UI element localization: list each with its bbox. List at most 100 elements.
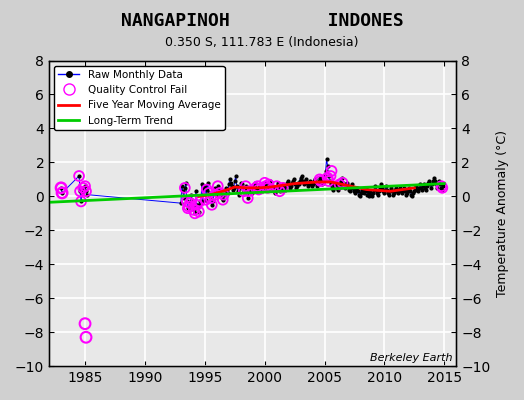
Point xyxy=(263,186,271,193)
Point xyxy=(324,173,333,179)
Point xyxy=(336,178,345,184)
Point xyxy=(374,192,383,198)
Point xyxy=(348,185,357,191)
Point xyxy=(242,183,250,189)
Point xyxy=(301,176,310,182)
Point xyxy=(204,190,213,196)
Point xyxy=(243,190,251,196)
Point xyxy=(393,188,401,194)
Point xyxy=(220,192,228,198)
Point xyxy=(202,196,210,203)
Point xyxy=(320,176,328,182)
Point xyxy=(326,173,335,179)
Point xyxy=(185,200,194,206)
Point xyxy=(362,185,370,191)
Point xyxy=(257,186,265,193)
Point xyxy=(378,185,387,191)
Point xyxy=(190,207,198,213)
Point xyxy=(372,186,380,193)
Point xyxy=(293,180,302,186)
Point xyxy=(362,188,370,194)
Point xyxy=(276,188,284,194)
Point xyxy=(335,181,344,188)
Point xyxy=(332,185,341,191)
Point xyxy=(387,185,396,191)
Point xyxy=(369,190,378,196)
Point xyxy=(191,210,199,216)
Point xyxy=(222,185,230,191)
Point xyxy=(345,188,354,194)
Point xyxy=(390,190,399,196)
Point xyxy=(214,183,222,189)
Point xyxy=(292,183,301,189)
Point xyxy=(219,196,227,203)
Point xyxy=(341,185,349,191)
Point xyxy=(372,183,380,189)
Point xyxy=(275,185,283,191)
Point xyxy=(282,180,291,186)
Point xyxy=(437,183,445,189)
Point xyxy=(328,168,336,174)
Point xyxy=(319,180,327,186)
Text: NANGAPINOH         INDONES: NANGAPINOH INDONES xyxy=(121,12,403,30)
Point xyxy=(239,188,248,194)
Point xyxy=(255,185,263,191)
Point xyxy=(214,183,222,189)
Point xyxy=(212,192,220,198)
Point xyxy=(368,193,377,200)
Point xyxy=(206,195,215,201)
Point xyxy=(203,186,211,193)
Point xyxy=(181,185,189,191)
Point xyxy=(57,185,66,191)
Point xyxy=(274,180,282,186)
Point xyxy=(183,205,192,212)
Point xyxy=(278,183,286,189)
Point xyxy=(436,181,444,188)
Point xyxy=(289,176,298,182)
Point xyxy=(236,180,245,186)
Point xyxy=(439,183,447,189)
Point xyxy=(190,207,198,213)
Point xyxy=(405,185,413,191)
Point xyxy=(187,192,195,198)
Point xyxy=(277,186,285,193)
Point xyxy=(183,198,191,205)
Text: 0.350 S, 111.783 E (Indonesia): 0.350 S, 111.783 E (Indonesia) xyxy=(165,36,359,49)
Point xyxy=(244,195,252,201)
Point xyxy=(324,178,333,184)
Point xyxy=(433,185,442,191)
Point xyxy=(341,181,350,188)
Point xyxy=(309,181,317,188)
Point xyxy=(356,190,365,196)
Point xyxy=(285,181,293,188)
Point xyxy=(78,190,86,196)
Point xyxy=(409,190,418,196)
Point xyxy=(193,202,201,208)
Point xyxy=(260,180,269,186)
Point xyxy=(321,168,330,174)
Point xyxy=(426,181,434,188)
Point xyxy=(311,180,320,186)
Point xyxy=(290,181,299,188)
Point xyxy=(347,181,356,188)
Point xyxy=(235,192,243,198)
Point xyxy=(266,178,274,184)
Point xyxy=(237,181,246,188)
Point xyxy=(270,190,279,196)
Point xyxy=(312,183,321,189)
Point xyxy=(375,188,384,194)
Point xyxy=(254,183,262,189)
Point xyxy=(315,176,324,182)
Point xyxy=(423,183,432,189)
Point xyxy=(281,183,290,189)
Point xyxy=(315,174,324,181)
Point xyxy=(75,173,83,179)
Point xyxy=(385,192,394,198)
Point xyxy=(364,193,373,200)
Point xyxy=(58,190,66,196)
Point xyxy=(194,202,202,208)
Point xyxy=(271,186,280,193)
Point xyxy=(427,185,435,191)
Point xyxy=(438,185,446,191)
Point xyxy=(245,188,253,194)
